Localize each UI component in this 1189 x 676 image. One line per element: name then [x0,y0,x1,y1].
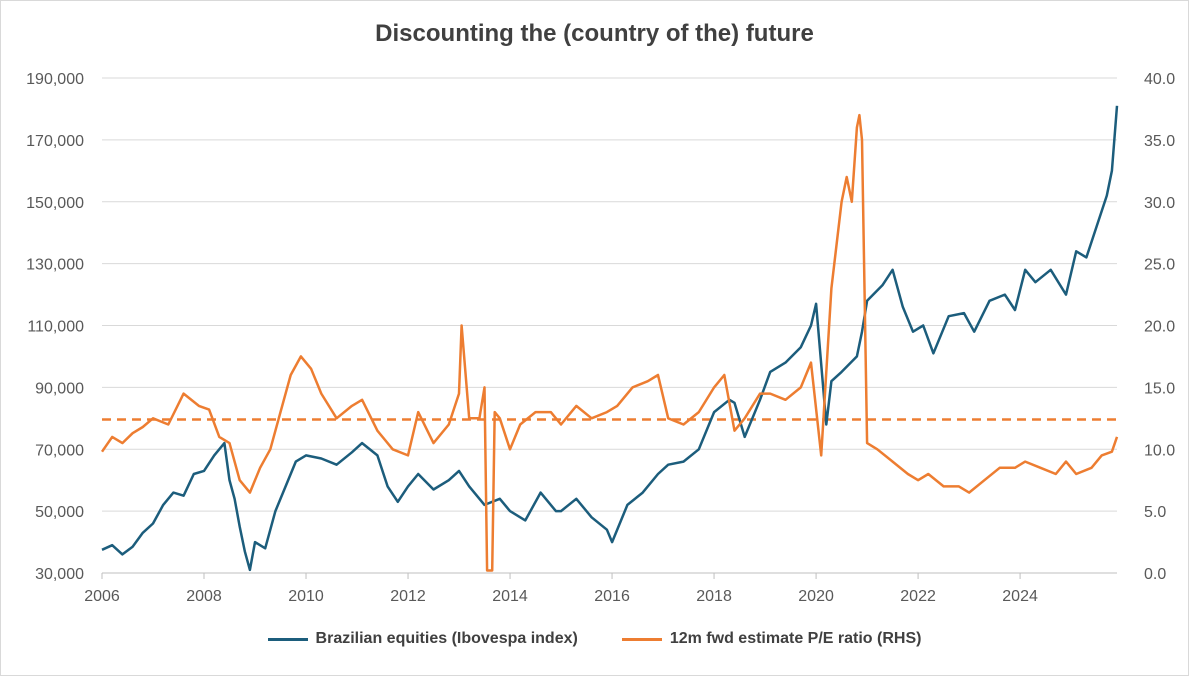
y-right-tick-label: 20.0 [1144,319,1175,336]
x-tick-label: 2012 [390,588,426,605]
x-tick-label: 2010 [288,588,324,605]
y-left-tick-label: 70,000 [35,442,84,459]
legend-item-ibovespa: Brazilian equities (Ibovespa index) [267,630,578,648]
y-axis-right-ticks: 0.0 5.0 10.0 15.0 20.0 25.0 30.0 35.0 40.0 [1144,71,1175,583]
series-line-pe-ratio [100,113,1119,572]
legend-label-ibovespa: Brazilian equities (Ibovespa index) [315,630,578,647]
x-tick-label: 2006 [84,588,120,605]
y-left-tick-label: 150,000 [26,195,84,212]
y-left-tick-label: 50,000 [35,504,84,521]
y-right-tick-label: 0.0 [1144,566,1166,583]
x-tick-label: 2014 [492,588,528,605]
x-tick-label: 2008 [186,588,222,605]
y-right-tick-label: 40.0 [1144,71,1175,88]
x-tick-label: 2018 [696,588,732,605]
legend-swatch-pe-ratio [621,637,662,641]
x-axis: 2006 2008 2010 2012 2014 2016 2018 2020 2022 2024 [84,572,1117,605]
x-tick-label: 2020 [798,588,834,605]
legend-swatch-ibovespa [267,637,308,641]
y-left-tick-label: 110,000 [27,319,84,336]
series-lines [100,105,1119,572]
x-tick-label: 2024 [1002,588,1038,605]
legend: Brazilian equities (Ibovespa index) 12m … [0,630,1189,648]
y-right-tick-label: 15.0 [1144,380,1175,397]
y-right-tick-label: 5.0 [1144,504,1166,521]
y-left-tick-label: 190,000 [26,71,84,88]
y-right-tick-label: 35.0 [1144,133,1175,150]
series-line-ibovespa [101,105,1119,572]
y-left-tick-label: 130,000 [26,257,84,274]
y-axis-left-ticks: 30,000 50,000 70,000 90,000 110,000 130,000 15… [26,71,84,583]
y-left-tick-label: 30,000 [35,566,84,583]
y-left-tick-label: 90,000 [35,380,84,397]
legend-label-pe-ratio: 12m fwd estimate P/E ratio (RHS) [669,630,922,647]
y-right-tick-label: 10.0 [1144,442,1175,459]
x-tick-label: 2016 [594,588,630,605]
y-right-tick-label: 30.0 [1144,195,1175,212]
y-left-tick-label: 170,000 [26,133,84,150]
chart-title: Discounting the (country of the) future [375,20,814,47]
y-right-tick-label: 25.0 [1144,257,1175,274]
x-tick-label: 2022 [900,588,936,605]
gridlines [102,77,1117,512]
legend-item-pe-ratio: 12m fwd estimate P/E ratio (RHS) [621,630,922,648]
